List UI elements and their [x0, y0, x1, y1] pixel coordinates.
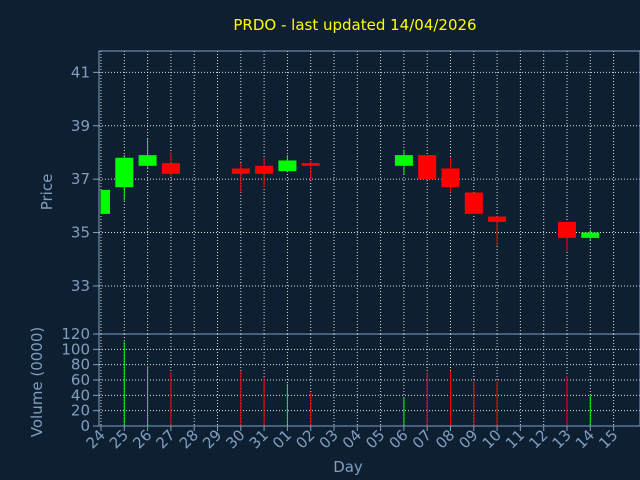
candle-body	[581, 232, 600, 238]
candle-body	[101, 189, 110, 214]
day-tick-label: 15	[595, 426, 621, 452]
volume-tick-label: 100	[61, 340, 90, 358]
volume-panel-frame	[98, 333, 640, 427]
chart-title: PRDO - last updated 14/04/2026	[233, 16, 476, 34]
candle-body	[464, 192, 483, 214]
price-axis-label: Price	[38, 174, 56, 211]
candles	[100, 139, 600, 252]
volume-grid	[99, 333, 640, 427]
volume-tick-label: 80	[71, 356, 90, 374]
volume-bars	[123, 341, 591, 426]
candle-body	[255, 165, 274, 174]
candle-body	[161, 163, 180, 174]
price-y-ticks: 33 35 37 39 41	[71, 63, 99, 295]
volume-tick-label: 20	[71, 402, 90, 420]
volume-axis-label: Volume (0000)	[28, 327, 46, 437]
candle-body	[394, 155, 413, 166]
candle-body	[441, 168, 460, 188]
candle-body	[231, 168, 250, 174]
candle-body	[115, 157, 134, 188]
candle-body	[138, 155, 157, 166]
volume-tick-label: 40	[71, 386, 90, 404]
price-tick-label: 41	[71, 63, 90, 81]
price-tick-label: 37	[71, 170, 90, 188]
volume-tick-label: 120	[61, 325, 90, 343]
price-tick-label: 35	[71, 224, 90, 242]
price-tick-label: 39	[71, 117, 90, 135]
volume-tick-label: 0	[80, 417, 90, 435]
candle-body	[278, 160, 297, 172]
day-axis-label: Day	[333, 458, 363, 476]
volume-tick-label: 60	[71, 371, 90, 389]
candle-body	[418, 155, 437, 180]
price-grid	[99, 51, 640, 334]
day-x-ticks: 2425262728293031010203040506070809101112…	[83, 426, 621, 452]
candle-body	[301, 163, 320, 166]
price-panel-frame	[98, 50, 640, 335]
price-tick-label: 33	[71, 277, 90, 295]
candle-body	[488, 216, 507, 222]
candle-body	[558, 221, 576, 238]
